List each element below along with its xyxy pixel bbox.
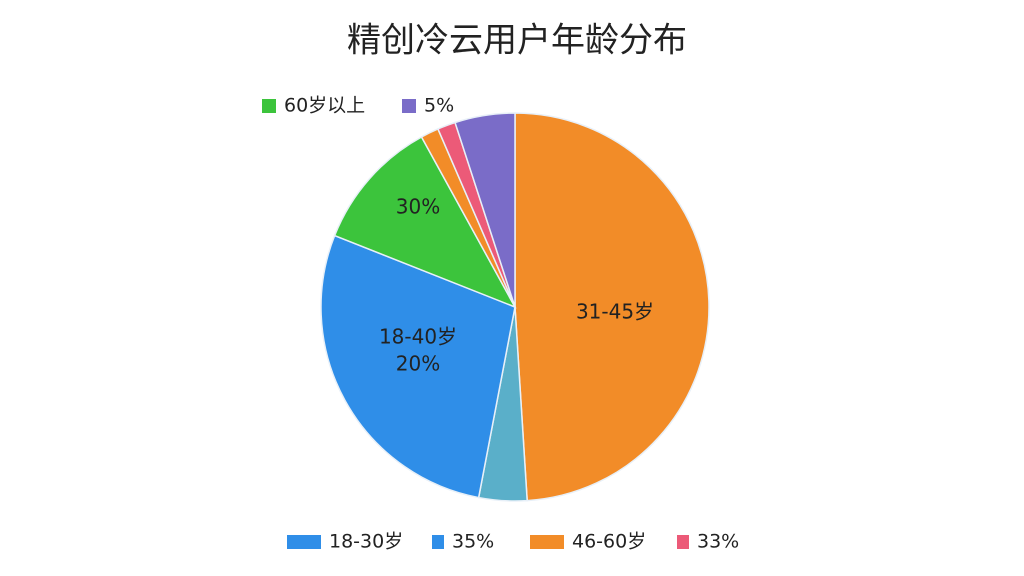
legend-swatch <box>530 535 564 549</box>
legend-label: 5% <box>424 95 454 117</box>
legend-label: 60岁以上 <box>284 95 365 117</box>
legend-swatch <box>402 99 416 113</box>
legend-label: 18-30岁 <box>329 531 403 553</box>
slice-label: 30% <box>396 195 440 219</box>
legend-swatch <box>262 99 276 113</box>
slice-label: 18-40岁 <box>379 325 457 349</box>
legend-label: 46-60岁 <box>572 531 646 553</box>
legend-label: 35% <box>452 531 494 553</box>
legend-label: 33% <box>697 531 739 553</box>
chart-title: 精创冷云用户年龄分布 <box>347 21 687 61</box>
pie-slice <box>454 112 516 308</box>
legend-swatch <box>287 535 321 549</box>
legend-swatch <box>677 535 689 549</box>
pie-slice <box>320 234 516 499</box>
pie-slice <box>333 135 517 309</box>
pie-slice <box>514 112 710 502</box>
legend-swatch <box>432 535 444 549</box>
slice-label: 31-45岁 <box>576 300 654 324</box>
slice-label: 20% <box>396 352 440 376</box>
